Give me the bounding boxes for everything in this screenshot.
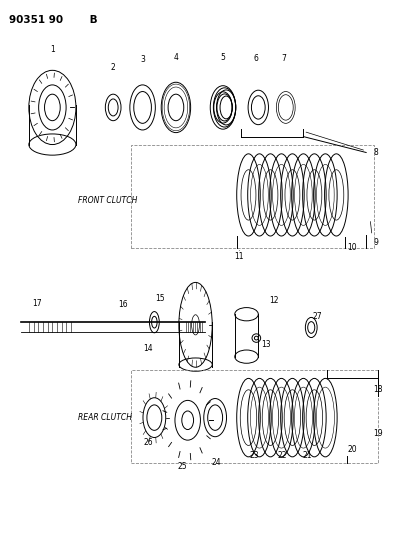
Text: 15: 15 xyxy=(155,294,165,303)
Text: 26: 26 xyxy=(144,438,153,447)
Bar xyxy=(131,144,374,248)
Text: B: B xyxy=(86,14,97,25)
Text: 27: 27 xyxy=(312,312,322,321)
Text: FRONT CLUTCH: FRONT CLUTCH xyxy=(78,196,137,205)
Text: 3: 3 xyxy=(140,55,145,64)
Text: 11: 11 xyxy=(234,253,243,262)
Text: 24: 24 xyxy=(211,458,221,467)
Text: 90351 90: 90351 90 xyxy=(9,14,63,25)
Text: 16: 16 xyxy=(118,300,128,309)
Text: 1: 1 xyxy=(50,45,55,54)
Text: 23: 23 xyxy=(250,451,259,461)
Text: REAR CLUTCH: REAR CLUTCH xyxy=(78,413,132,422)
Text: 6: 6 xyxy=(253,54,258,63)
Text: 2: 2 xyxy=(111,63,116,72)
Text: 13: 13 xyxy=(261,341,271,350)
Text: 10: 10 xyxy=(348,244,357,253)
Bar xyxy=(131,370,378,463)
Text: 4: 4 xyxy=(173,53,179,62)
Text: 17: 17 xyxy=(32,299,41,308)
Text: 21: 21 xyxy=(303,451,312,461)
Text: 19: 19 xyxy=(373,429,383,438)
Text: 8: 8 xyxy=(374,148,378,157)
Text: 9: 9 xyxy=(374,238,378,247)
Text: 22: 22 xyxy=(277,451,287,461)
Text: 5: 5 xyxy=(220,53,226,62)
Text: 12: 12 xyxy=(269,296,279,305)
Text: 18: 18 xyxy=(373,385,383,394)
Text: 14: 14 xyxy=(144,344,153,353)
Text: 25: 25 xyxy=(178,463,187,471)
Text: 7: 7 xyxy=(281,54,286,62)
Text: 20: 20 xyxy=(348,445,357,454)
